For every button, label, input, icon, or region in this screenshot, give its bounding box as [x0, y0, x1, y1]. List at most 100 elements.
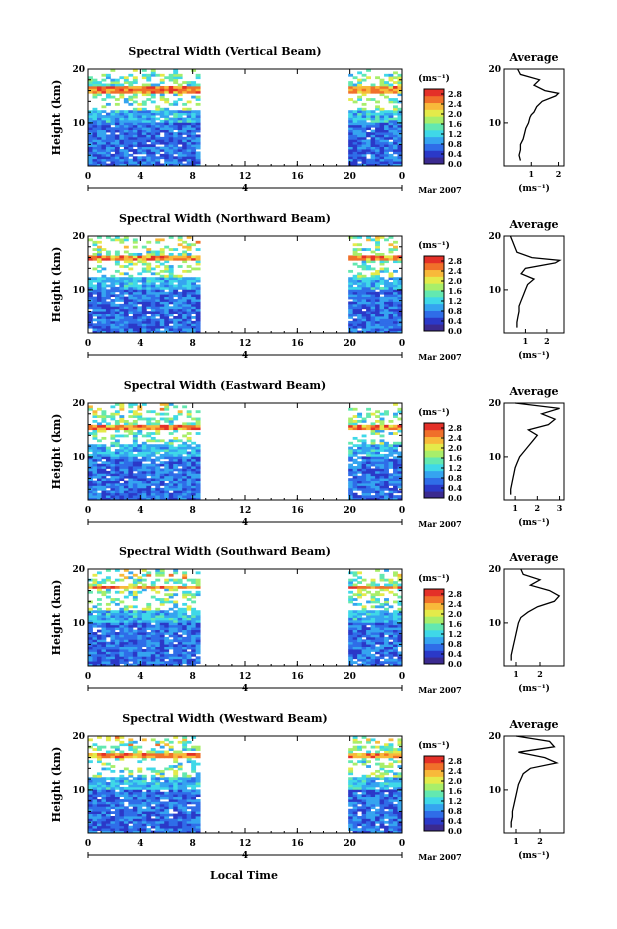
heatmap-cell: [110, 320, 116, 324]
heatmap-cell: [159, 629, 165, 633]
heatmap-cell: [137, 466, 143, 469]
heatmap-cell: [182, 571, 188, 575]
colorbar-swatch: [424, 602, 444, 610]
heatmap-cell: [101, 624, 107, 628]
heatmap-cell: [173, 632, 179, 635]
heatmap-cell: [114, 262, 120, 266]
heatmap-cell: [164, 90, 170, 94]
heatmap-cell: [361, 90, 367, 94]
heatmap-cell: [155, 661, 161, 664]
heatmap-cell: [119, 419, 125, 423]
heatmap-cell: [101, 590, 107, 594]
heatmap-cell: [105, 76, 111, 80]
heatmap-cell: [105, 451, 111, 455]
heatmap-cell: [177, 129, 183, 133]
heatmap-cell: [370, 634, 376, 638]
heatmap-cell: [101, 316, 107, 319]
heatmap-cell: [96, 325, 102, 329]
heatmap-cell: [177, 649, 183, 652]
colorbar-swatch: [424, 450, 444, 458]
heatmap-cell: [146, 124, 152, 128]
heatmap-cell: [150, 644, 156, 647]
heatmap-cell: [150, 85, 156, 89]
heatmap-cell: [132, 419, 138, 423]
average-frame: [503, 568, 565, 667]
heatmap-cell: [370, 468, 376, 472]
heatmap-cell: [150, 282, 156, 285]
colorbar-tick-label: 2.4: [448, 266, 462, 276]
heatmap-cell: [159, 424, 165, 428]
heatmap-cell: [375, 139, 380, 143]
heatmap-cell: [105, 153, 111, 157]
heatmap-cell: [119, 607, 125, 611]
heatmap-cell: [182, 585, 188, 589]
heatmap-cell: [123, 492, 129, 496]
heatmap-cell: [370, 487, 376, 491]
heatmap-cell: [186, 593, 192, 597]
heatmap-cell: [357, 127, 363, 131]
heatmap-cell: [92, 127, 98, 131]
heatmap-cell: [357, 439, 363, 443]
heatmap-cell: [101, 146, 107, 150]
heatmap-cell: [132, 593, 138, 597]
heatmap-cell: [370, 658, 376, 662]
heatmap-cell: [348, 468, 354, 472]
heatmap-cell: [141, 117, 147, 121]
heatmap-cell: [352, 449, 358, 452]
heatmap-cell: [186, 149, 192, 152]
heatmap-cell: [88, 794, 93, 798]
heatmap-cell: [114, 610, 120, 614]
heatmap-cell: [393, 269, 398, 273]
heatmap-cell: [146, 269, 152, 273]
heatmap-cell: [173, 320, 179, 324]
heatmap-cell: [370, 272, 376, 276]
heatmap-cell: [173, 497, 179, 501]
heatmap-cell: [164, 600, 170, 604]
heatmap-cell: [186, 303, 192, 307]
heatmap-cell: [352, 478, 358, 481]
colorbar-swatch: [424, 629, 444, 638]
heatmap-cell: [128, 415, 134, 418]
heatmap-cell: [150, 463, 156, 467]
heatmap-cell: [191, 651, 197, 655]
heatmap-cell: [361, 286, 367, 290]
heatmap-cell: [388, 451, 394, 455]
heatmap-cell: [357, 444, 363, 448]
heatmap-cell: [105, 446, 111, 450]
heatmap-cell: [361, 578, 367, 582]
heatmap-cell: [101, 153, 107, 157]
heatmap-cell: [177, 117, 183, 121]
heatmap-cell: [155, 107, 161, 111]
heatmap-cell: [177, 90, 183, 94]
heatmap-cell: [141, 644, 147, 647]
heatmap-cell: [92, 122, 98, 126]
heatmap-cell: [384, 617, 389, 621]
heatmap-cell: [128, 134, 134, 138]
heatmap-cell: [352, 598, 358, 601]
heatmap-cell: [164, 578, 170, 582]
heatmap-cell: [155, 139, 161, 143]
heatmap-cell: [370, 432, 376, 435]
heatmap-cell: [393, 458, 398, 462]
heatmap-cell: [105, 470, 111, 474]
heatmap-cell: [150, 439, 156, 443]
heatmap-cell: [352, 115, 358, 118]
heatmap-cell: [397, 139, 403, 143]
heatmap-cell: [379, 93, 385, 97]
heatmap-cell: [384, 269, 389, 273]
heatmap-cell: [164, 624, 170, 628]
heatmap-cell: [137, 301, 143, 305]
heatmap-cell: [88, 323, 93, 327]
heatmap-cell: [101, 330, 107, 334]
colorbar-swatch: [424, 470, 444, 478]
heatmap-cell: [393, 619, 398, 623]
heatmap-cell: [146, 615, 152, 618]
heatmap-cell: [141, 141, 147, 145]
heatmap-cell: [195, 311, 201, 314]
heatmap-cell: [173, 612, 179, 616]
heatmap-cell: [168, 294, 174, 298]
heatmap-cell: [379, 252, 385, 256]
heatmap-cell: [186, 578, 192, 582]
heatmap-cell: [155, 444, 161, 448]
heatmap-cell: [177, 313, 183, 317]
